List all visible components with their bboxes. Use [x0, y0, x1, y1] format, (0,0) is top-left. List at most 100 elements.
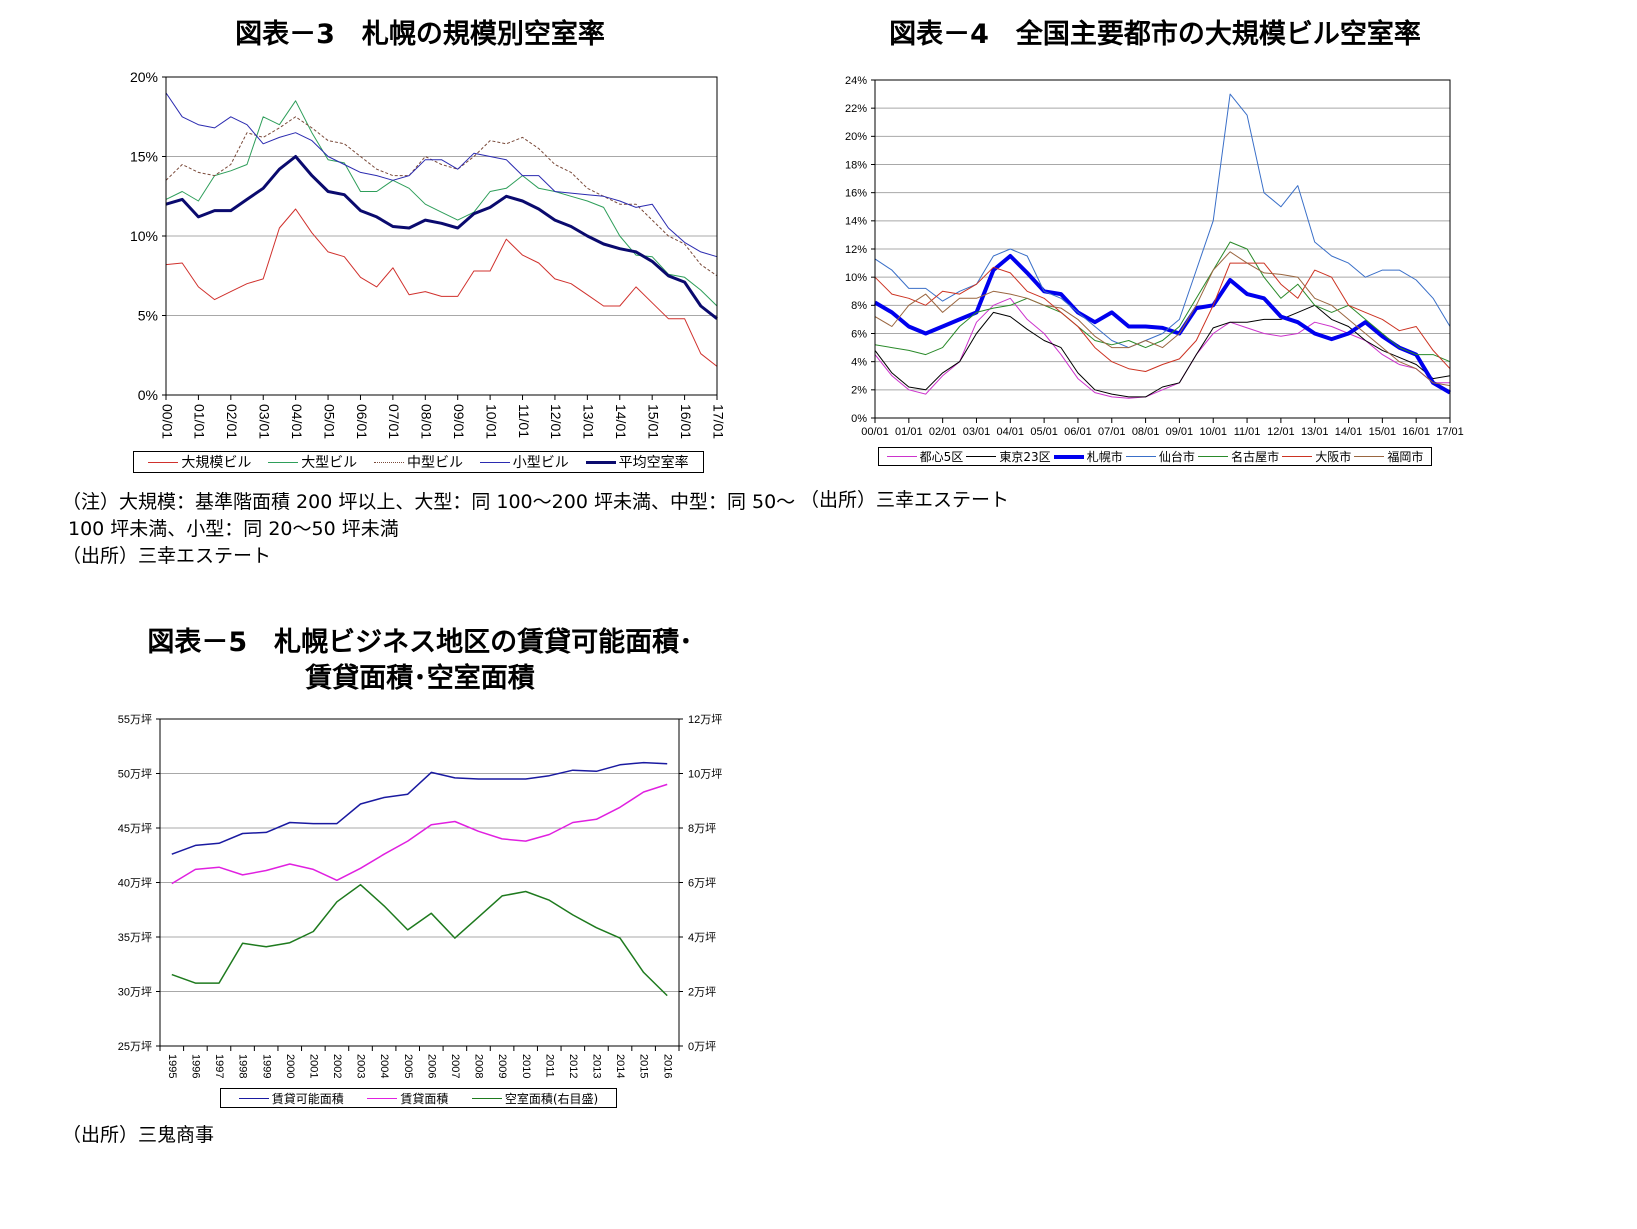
y-tick-label: 4% [851, 357, 867, 369]
x-tick-label: 1996 [189, 1054, 201, 1078]
y-tick-label: 6% [851, 328, 867, 340]
x-tick-label: 08/01 [419, 404, 435, 439]
legend-label: 平均空室率 [618, 455, 689, 471]
y-tick-label: 15% [130, 148, 158, 164]
x-tick-label: 00/01 [861, 426, 889, 438]
x-tick-label: 11/01 [1234, 426, 1261, 438]
y2-tick-label: 10万坪 [688, 767, 722, 780]
x-tick-label: 16/01 [678, 404, 694, 439]
chart3-note-line1: （注）大規模：基準階面積 200 坪以上、大型：同 100～200 坪未満、中型… [62, 491, 796, 513]
y-tick-label: 20% [130, 69, 158, 85]
legend-item: 平均空室率 [585, 452, 689, 472]
legend-swatch [1125, 456, 1156, 457]
y-tick-label: 14% [845, 216, 867, 228]
x-tick-label: 2002 [331, 1054, 343, 1078]
chart3-plot: 0% 5% 10% 15% 20% 00/01 01/01 02/01 03/01 04/01 05… [130, 69, 726, 439]
y2-tick-label: 12万坪 [688, 713, 722, 726]
legend-item: 札幌市 [1053, 448, 1123, 465]
x-tick-label: 16/01 [1402, 426, 1430, 438]
x-tick-label: 1999 [260, 1054, 272, 1078]
legend-swatch [1053, 454, 1084, 459]
x-tick-label: 2001 [307, 1054, 319, 1078]
y-tick-label: 5% [138, 307, 158, 323]
legend-item: 大阪市 [1282, 448, 1351, 465]
legend-label: 小型ビル [512, 455, 569, 471]
x-tick-label: 03/01 [963, 426, 991, 438]
x-tick-label: 02/01 [929, 426, 957, 438]
legend-item: 賃貸可能面積 [238, 1090, 344, 1107]
x-tick-label: 2004 [378, 1054, 390, 1078]
chart5-source: （出所）三鬼商事 [62, 1124, 215, 1146]
x-tick-label: 15/01 [1369, 426, 1397, 438]
legend-swatch [471, 1097, 502, 1099]
chart4-legend: 都心5区 東京23区 札幌市 仙台市 名古屋市 大阪市 福岡市 [878, 447, 1432, 466]
plot-area-border [874, 79, 1451, 419]
plot-area-border [165, 76, 718, 396]
series-line-3 [874, 93, 1451, 349]
chart5-plot: 25万坪 30万坪 35万坪 40万坪 45万坪 50万坪 55万坪 0万坪 2万坪 4万坪 6万坪… [118, 713, 723, 1079]
series-line-0 [874, 297, 1450, 399]
y2-tick-label: 6万坪 [688, 876, 716, 889]
legend-label: 仙台市 [1158, 450, 1195, 464]
legend-swatch [1282, 456, 1313, 457]
legend-label: 大規模ビル [181, 455, 252, 471]
x-tick-label: 14/01 [1335, 426, 1363, 438]
legend-swatch [268, 461, 299, 463]
legend-item: 大規模ビル [148, 452, 251, 472]
x-tick-label: 1998 [237, 1054, 249, 1078]
x-tick-label: 2014 [614, 1054, 626, 1078]
y-tick-label: 20% [845, 131, 867, 143]
legend-swatch [238, 1097, 269, 1099]
x-tick-label: 10/01 [1199, 426, 1227, 438]
x-tick-label: 06/01 [1064, 426, 1092, 438]
x-tick-label: 04/01 [997, 426, 1025, 438]
legend-item: 東京23区 [966, 448, 1051, 465]
legend-label: 名古屋市 [1231, 450, 1280, 464]
legend-swatch [373, 461, 404, 463]
y-tick-label: 24% [845, 75, 867, 87]
legend-swatch [886, 456, 917, 457]
y-tick-label: 45万坪 [118, 822, 152, 835]
x-tick-label: 09/01 [451, 404, 467, 439]
x-tick-label: 05/01 [321, 404, 337, 439]
series-line-0 [165, 208, 718, 367]
series-line-1 [165, 100, 718, 307]
legend-label: 大阪市 [1315, 450, 1352, 464]
chart3-source: （出所）三幸エステート [62, 545, 272, 567]
y-tick-label: 0% [851, 413, 867, 425]
y-tick-label: 22% [845, 103, 867, 115]
x-tick-label: 2012 [567, 1054, 579, 1078]
x-tick-label: 01/01 [192, 404, 208, 439]
legend-item: 小型ビル [479, 452, 569, 472]
x-tick-label: 1995 [166, 1054, 178, 1078]
x-tick-label: 2005 [402, 1054, 414, 1078]
x-tick-label: 12/01 [548, 404, 564, 439]
legend-item: 都心5区 [886, 448, 963, 465]
y-tick-label: 10% [845, 272, 867, 284]
legend-label: 東京23区 [999, 450, 1051, 464]
series-line-2 [165, 116, 718, 277]
series-line-3 [165, 92, 718, 258]
series-line-0 [171, 761, 668, 855]
series-line-2 [873, 254, 1452, 395]
x-tick-label: 14/01 [613, 404, 629, 439]
x-tick-label: 10/01 [483, 404, 499, 439]
y-tick-label: 25万坪 [118, 1040, 152, 1053]
x-tick-label: 06/01 [354, 404, 370, 439]
legend-item: 福岡市 [1354, 448, 1423, 465]
legend-label: 賃貸可能面積 [271, 1091, 344, 1106]
x-tick-label: 2016 [661, 1054, 673, 1078]
chart3-title: 図表－3 札幌の規模別空室率 [235, 19, 605, 50]
x-tick-label: 00/01 [159, 404, 175, 439]
x-tick-label: 01/01 [895, 426, 923, 438]
x-tick-label: 2008 [473, 1054, 485, 1078]
x-tick-label: 2009 [496, 1054, 508, 1078]
x-tick-label: 2006 [425, 1054, 437, 1078]
x-tick-label: 13/01 [1301, 426, 1329, 438]
x-tick-label: 17/01 [1436, 426, 1464, 438]
x-tick-label: 2007 [449, 1054, 461, 1078]
y-tick-label: 12% [845, 244, 867, 256]
x-tick-label: 2013 [591, 1054, 603, 1078]
x-tick-label: 11/01 [516, 404, 532, 438]
